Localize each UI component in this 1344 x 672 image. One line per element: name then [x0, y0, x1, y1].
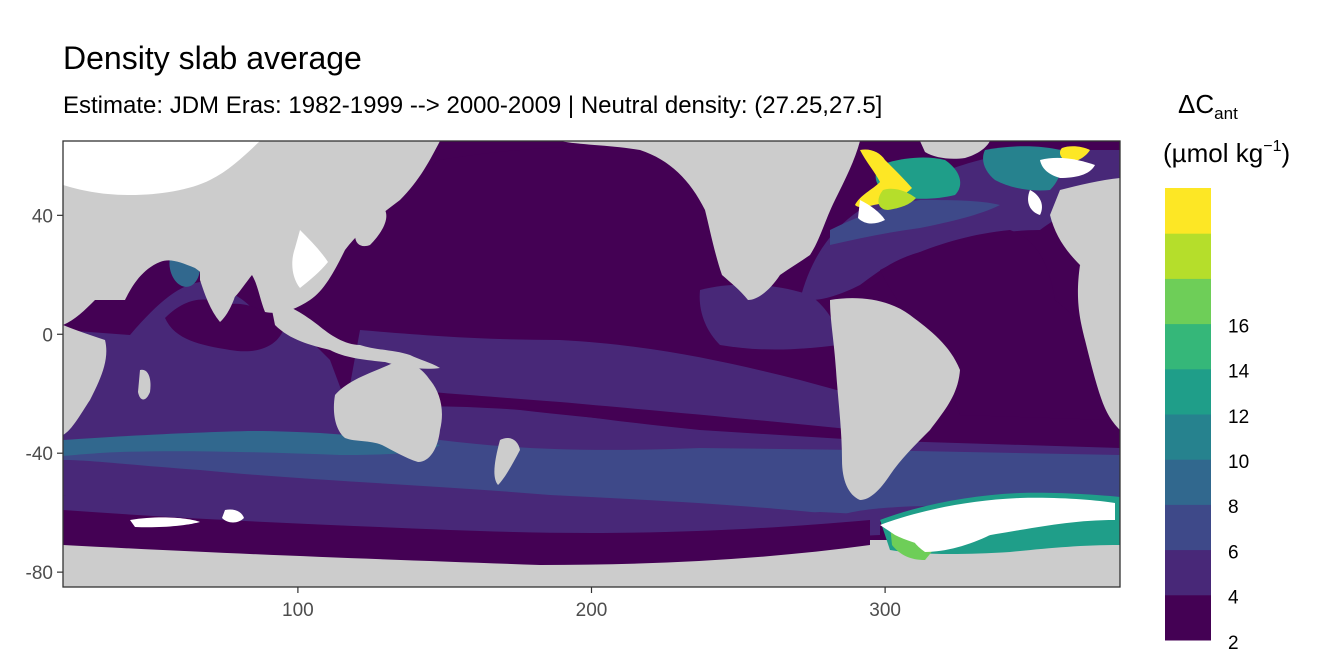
legend-color-swatch — [1165, 504, 1211, 551]
south-pacific-band — [350, 330, 858, 430]
map-title: Density slab average — [63, 40, 362, 76]
india-land — [200, 267, 238, 322]
legend-label: 14 — [1228, 362, 1250, 383]
y-axis: 40 0 -40 -80 — [26, 206, 63, 584]
legend-title-main: ΔCant — [1178, 89, 1238, 123]
legend-labels: 16 14 12 10 8 6 4 2 — [1228, 316, 1250, 653]
atlantic-core — [880, 230, 1110, 420]
australia-land — [333, 361, 442, 462]
legend-label: 2 — [1228, 633, 1239, 654]
map-subtitle: Estimate: JDM Eras: 1982-1999 --> 2000-2… — [63, 92, 883, 119]
nordic-yellow — [1059, 146, 1090, 163]
legend-color-swatch — [1165, 368, 1211, 415]
legend: ΔCant (µmol kg−1) 16 14 12 10 8 6 4 2 — [1163, 89, 1290, 654]
legend-color-swatch — [1165, 278, 1211, 325]
southern-ocean-deep-band — [63, 510, 870, 565]
x-axis: 100 200 300 — [282, 587, 901, 621]
legend-label: 8 — [1228, 497, 1239, 518]
no-data-patch — [130, 517, 200, 528]
no-data-patch — [858, 200, 885, 224]
east-pacific-band — [699, 284, 839, 350]
x-tick-label: 200 — [576, 600, 608, 621]
nordic-seas-teal — [983, 146, 1062, 191]
map-panel — [63, 141, 1120, 587]
indian-ocean — [63, 282, 345, 440]
no-data-patch — [63, 141, 260, 195]
north-atlantic-green — [878, 188, 916, 210]
legend-color-swatch — [1165, 549, 1211, 596]
legend-color-swatch — [1165, 188, 1211, 234]
legend-color-swatch — [1165, 459, 1211, 505]
new-zealand-land — [494, 438, 520, 485]
japan-land — [355, 210, 387, 247]
no-data-patch — [292, 230, 328, 288]
y-tick-label: 0 — [42, 325, 53, 346]
no-data-patch — [1028, 190, 1042, 215]
y-tick-label: 40 — [32, 206, 53, 227]
greenland-land — [920, 141, 990, 159]
x-tick-label: 100 — [282, 600, 314, 621]
no-data-patch — [1040, 157, 1095, 178]
legend-label: 4 — [1228, 588, 1239, 609]
africa-land — [63, 325, 107, 435]
x-tick-label: 300 — [869, 600, 901, 621]
indian-ocean-northern-core — [165, 299, 285, 352]
legend-color-swatch — [1165, 594, 1211, 641]
legend-color-swatch — [1165, 323, 1211, 370]
y-tick-label: -80 — [26, 563, 53, 584]
west-africa-land — [1077, 265, 1120, 430]
no-data-patch — [910, 529, 990, 552]
no-data-patch — [222, 509, 244, 523]
legend-color-swatch — [1165, 414, 1211, 460]
legend-label: 12 — [1228, 407, 1249, 428]
y-tick-label: -40 — [26, 444, 53, 465]
legend-label: 16 — [1228, 316, 1249, 337]
legend-label: 6 — [1228, 542, 1239, 563]
no-data-regions — [63, 141, 1115, 552]
land-masses — [63, 141, 1120, 500]
legend-label: 10 — [1228, 452, 1249, 473]
south-america-land — [830, 298, 960, 500]
madagascar-land — [138, 369, 151, 400]
legend-colorbar — [1165, 188, 1211, 641]
legend-color-swatch — [1165, 233, 1211, 279]
gulf-stream-band — [830, 200, 1000, 245]
southeast-asia-land — [270, 300, 440, 369]
north-america-land — [560, 141, 860, 300]
legend-unit: (µmol kg−1) — [1163, 138, 1290, 168]
